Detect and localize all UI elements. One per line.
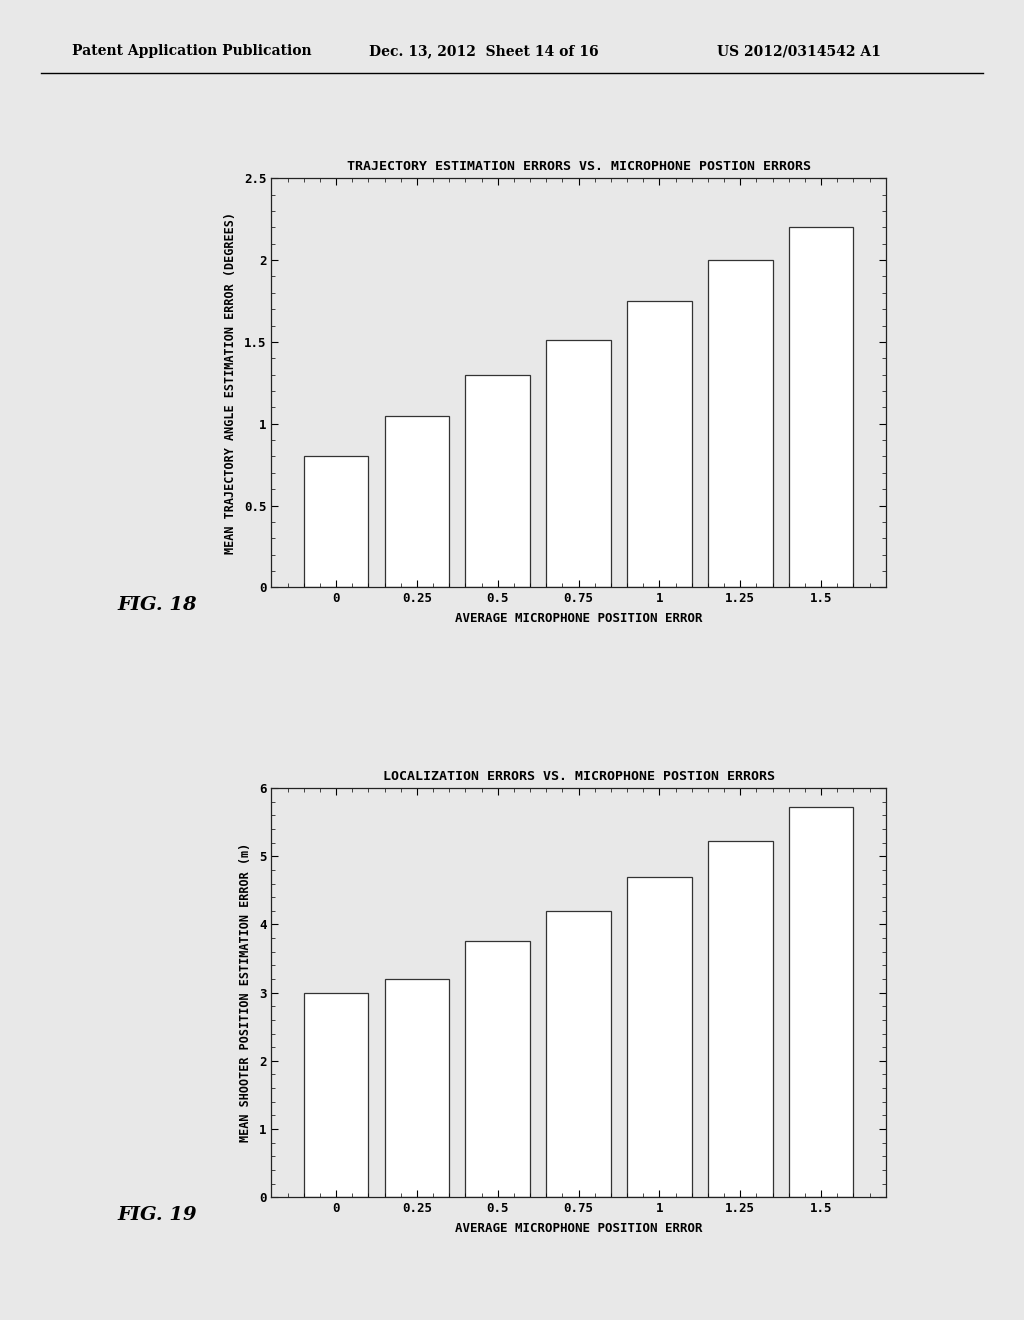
Bar xyxy=(465,941,530,1197)
Bar xyxy=(627,301,692,587)
Bar xyxy=(385,416,450,587)
Text: FIG. 18: FIG. 18 xyxy=(118,595,198,614)
Title: LOCALIZATION ERRORS VS. MICROPHONE POSTION ERRORS: LOCALIZATION ERRORS VS. MICROPHONE POSTI… xyxy=(383,770,774,783)
Text: US 2012/0314542 A1: US 2012/0314542 A1 xyxy=(717,45,881,58)
Bar xyxy=(788,807,853,1197)
Bar xyxy=(788,227,853,587)
Y-axis label: MEAN SHOOTER POSITION ESTIMATION ERROR (m): MEAN SHOOTER POSITION ESTIMATION ERROR (… xyxy=(239,843,252,1142)
Bar xyxy=(708,260,772,587)
Title: TRAJECTORY ESTIMATION ERRORS VS. MICROPHONE POSTION ERRORS: TRAJECTORY ESTIMATION ERRORS VS. MICROPH… xyxy=(346,160,811,173)
Bar xyxy=(385,979,450,1197)
Bar xyxy=(546,911,611,1197)
Y-axis label: MEAN TRAJECTORY ANGLE ESTIMATION ERROR (DEGREES): MEAN TRAJECTORY ANGLE ESTIMATION ERROR (… xyxy=(224,211,237,554)
Bar xyxy=(546,341,611,587)
Bar xyxy=(708,841,772,1197)
Bar xyxy=(627,876,692,1197)
Bar xyxy=(304,457,369,587)
Text: Dec. 13, 2012  Sheet 14 of 16: Dec. 13, 2012 Sheet 14 of 16 xyxy=(369,45,598,58)
Text: FIG. 19: FIG. 19 xyxy=(118,1205,198,1224)
Bar xyxy=(465,375,530,587)
Bar xyxy=(304,993,369,1197)
X-axis label: AVERAGE MICROPHONE POSITION ERROR: AVERAGE MICROPHONE POSITION ERROR xyxy=(455,612,702,626)
X-axis label: AVERAGE MICROPHONE POSITION ERROR: AVERAGE MICROPHONE POSITION ERROR xyxy=(455,1222,702,1236)
Text: Patent Application Publication: Patent Application Publication xyxy=(72,45,311,58)
